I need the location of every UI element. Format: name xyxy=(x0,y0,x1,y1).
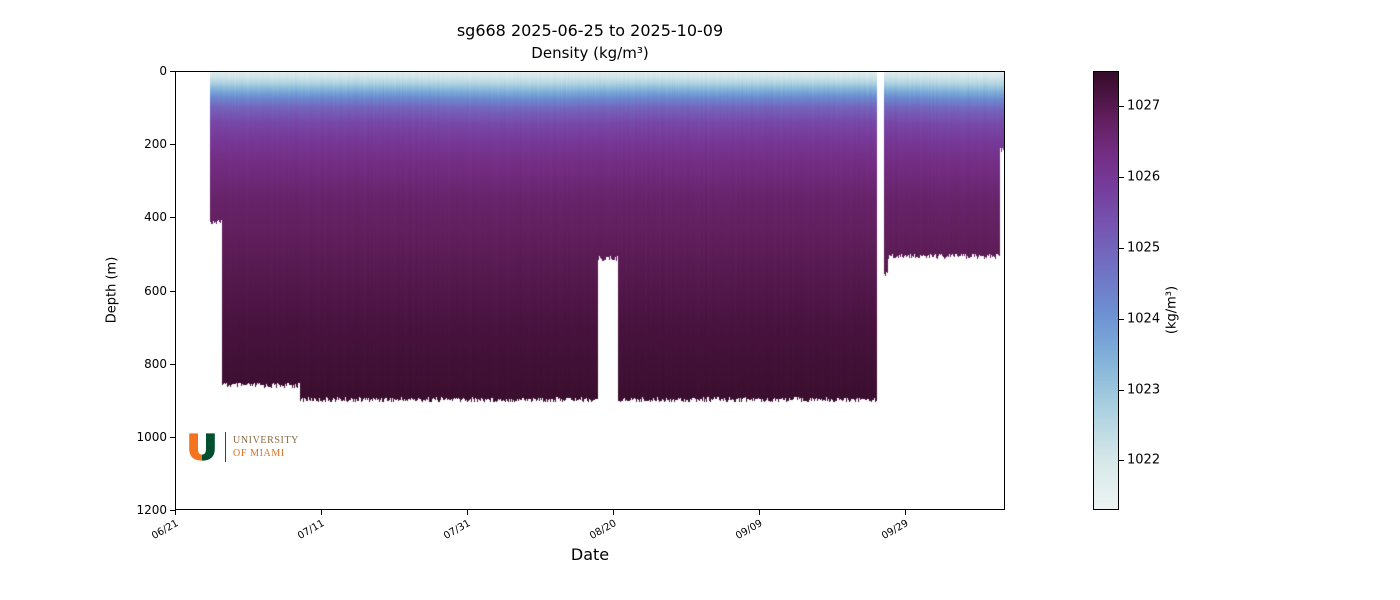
y-tick-label: 1000 xyxy=(136,429,167,444)
logo-text-line1: UNIVERSITY xyxy=(233,435,299,446)
colorbar-tick-mark xyxy=(1119,318,1124,320)
x-tick-mark xyxy=(904,510,906,515)
chart-subtitle: Density (kg/m³) xyxy=(531,44,649,62)
heatmap-canvas xyxy=(175,71,1005,510)
colorbar-tick-mark xyxy=(1119,460,1124,462)
um-logo: UNIVERSITY OF MIAMI xyxy=(186,431,299,463)
colorbar xyxy=(1093,71,1119,510)
y-tick-label: 0 xyxy=(159,64,167,78)
y-tick-label: 600 xyxy=(144,283,167,298)
colorbar-tick-label: 1022 xyxy=(1127,452,1161,468)
y-tick-label: 200 xyxy=(144,137,167,152)
x-axis-label: Date xyxy=(570,545,610,564)
colorbar-tick-mark xyxy=(1119,106,1124,108)
colorbar-tick-label: 1025 xyxy=(1127,240,1161,256)
colorbar-tick-label: 1026 xyxy=(1127,169,1161,185)
y-tick-label: 400 xyxy=(144,210,167,225)
logo-divider xyxy=(225,432,226,462)
y-tick-mark xyxy=(170,71,175,72)
x-tick-mark xyxy=(612,510,614,515)
chart-title: sg668 2025-06-25 to 2025-10-09 xyxy=(456,21,724,40)
x-tick-label: 06/21 xyxy=(150,518,181,542)
y-tick-mark xyxy=(170,436,175,438)
x-tick-mark xyxy=(175,510,176,515)
um-u-left-half xyxy=(189,433,202,461)
colorbar-tick-label: 1024 xyxy=(1127,311,1161,327)
logo-text-line2: OF MIAMI xyxy=(233,448,285,459)
y-tick-label: 800 xyxy=(144,356,167,371)
x-tick-mark xyxy=(466,510,468,515)
colorbar-tick-mark xyxy=(1119,248,1124,250)
colorbar-tick-mark xyxy=(1119,177,1124,179)
colorbar-label: (kg/m³) xyxy=(1164,285,1180,335)
colorbar-tick-mark xyxy=(1119,389,1124,391)
plot-area xyxy=(175,71,1005,510)
colorbar-canvas xyxy=(1094,72,1118,509)
y-tick-mark xyxy=(170,290,175,292)
y-tick-mark xyxy=(170,217,175,219)
um-u-right-half xyxy=(202,433,215,461)
y-tick-mark xyxy=(170,363,175,365)
y-tick-mark xyxy=(170,144,175,146)
y-tick-mark xyxy=(170,510,175,511)
x-tick-mark xyxy=(320,510,322,515)
colorbar-tick-label: 1023 xyxy=(1127,382,1161,398)
um-u-icon xyxy=(189,433,215,461)
colorbar-tick-label: 1027 xyxy=(1127,98,1161,114)
logo-text: UNIVERSITY OF MIAMI xyxy=(233,434,299,460)
y-tick-label: 1200 xyxy=(136,503,167,517)
x-tick-mark xyxy=(758,510,760,515)
